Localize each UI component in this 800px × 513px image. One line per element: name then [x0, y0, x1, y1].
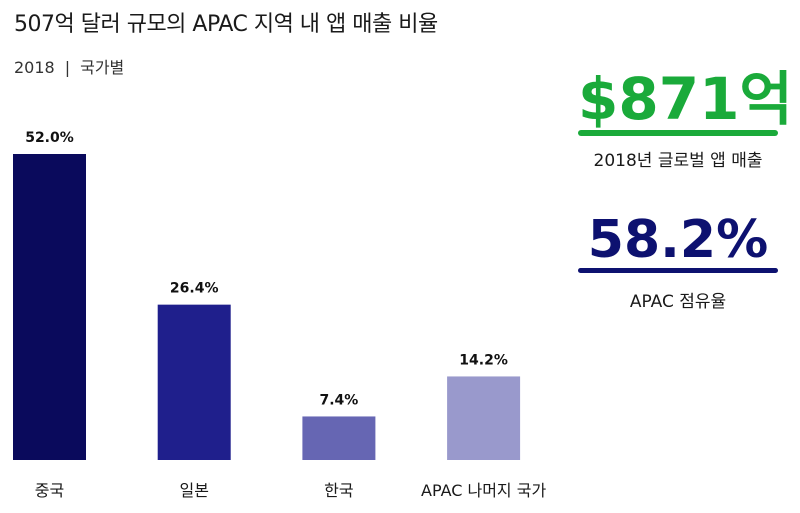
category-label-2: 한국 [324, 481, 353, 500]
apac-share-underline [578, 268, 778, 273]
apac-share-value: 58.2% [587, 210, 769, 270]
global-revenue-label: 2018년 글로벌 앱 매출 [593, 151, 763, 171]
global-revenue-stat: $871억 2018년 글로벌 앱 매출 [578, 65, 793, 171]
subtitle-divider: | [64, 58, 71, 77]
bar-3 [447, 376, 521, 460]
category-label-3: APAC 나머지 국가 [421, 481, 546, 500]
subtitle-breakdown: 국가별 [80, 58, 125, 77]
chart-title: 507억 달러 규모의 APAC 지역 내 앱 매출 비율 [14, 12, 438, 37]
category-label-1: 일본 [179, 481, 208, 500]
bar-1 [157, 304, 231, 460]
bar-value-label-0: 52.0% [25, 130, 74, 146]
apac-share-label: APAC 점유율 [629, 292, 727, 312]
global-revenue-value: $871억 [578, 65, 793, 133]
apac-share-stat: 58.2% APAC 점유율 [578, 214, 778, 312]
bar-2 [302, 416, 376, 460]
bar-value-label-2: 7.4% [319, 392, 358, 408]
bar-value-label-1: 26.4% [170, 281, 219, 297]
category-label-0: 중국 [35, 481, 64, 500]
chart-subtitle: 2018 | 국가별 [14, 54, 124, 78]
bar-0 [13, 154, 86, 460]
bar-value-label-3: 14.2% [459, 352, 508, 368]
subtitle-year: 2018 [14, 58, 55, 77]
global-revenue-underline [578, 130, 778, 136]
